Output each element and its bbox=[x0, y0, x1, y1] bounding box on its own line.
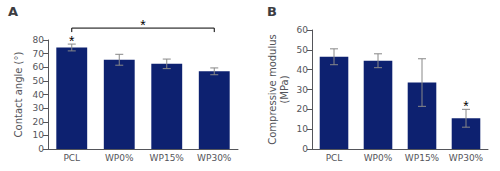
svg-text:10: 10 bbox=[33, 130, 45, 140]
svg-text:20: 20 bbox=[297, 104, 309, 114]
svg-text:(MPa): (MPa) bbox=[279, 75, 290, 103]
svg-text:70: 70 bbox=[33, 49, 45, 59]
svg-text:40: 40 bbox=[33, 90, 45, 100]
svg-text:PCL: PCL bbox=[63, 153, 80, 163]
svg-text:WP15%: WP15% bbox=[150, 153, 185, 163]
svg-text:60: 60 bbox=[297, 25, 309, 35]
svg-text:*: * bbox=[463, 98, 469, 114]
svg-text:WP0%: WP0% bbox=[105, 153, 134, 163]
svg-text:WP15%: WP15% bbox=[405, 153, 440, 163]
svg-text:Contact angle (°): Contact angle (°) bbox=[13, 51, 24, 137]
svg-text:A: A bbox=[8, 4, 18, 19]
svg-text:60: 60 bbox=[33, 62, 45, 72]
svg-text:30: 30 bbox=[297, 85, 309, 95]
svg-text:WP30%: WP30% bbox=[197, 153, 232, 163]
svg-text:WP30%: WP30% bbox=[449, 153, 484, 163]
svg-text:Compressive modulus: Compressive modulus bbox=[267, 34, 278, 145]
svg-text:0: 0 bbox=[302, 144, 308, 154]
svg-text:50: 50 bbox=[33, 76, 45, 86]
svg-text:30: 30 bbox=[33, 103, 45, 113]
svg-text:80: 80 bbox=[33, 35, 45, 45]
svg-text:WP0%: WP0% bbox=[364, 153, 393, 163]
svg-text:0: 0 bbox=[38, 144, 44, 154]
svg-text:*: * bbox=[140, 17, 146, 33]
svg-text:B: B bbox=[267, 4, 277, 19]
svg-text:50: 50 bbox=[297, 45, 309, 55]
svg-text:20: 20 bbox=[33, 117, 45, 127]
svg-text:10: 10 bbox=[297, 124, 309, 134]
svg-text:40: 40 bbox=[297, 65, 309, 75]
svg-text:PCL: PCL bbox=[326, 153, 343, 163]
svg-text:*: * bbox=[69, 33, 75, 49]
